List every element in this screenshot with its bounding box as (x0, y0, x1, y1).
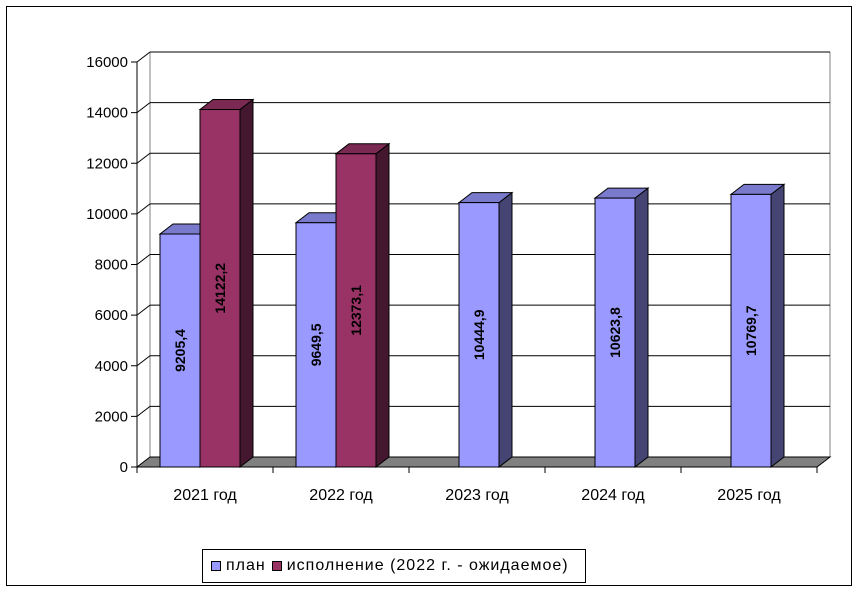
data-label-actual: 12373,1 (348, 285, 364, 336)
gridline-side (136, 304, 151, 316)
y-tick-label: 16000 (86, 54, 128, 71)
bar-side-actual (375, 142, 390, 469)
bar-side-actual (239, 98, 254, 469)
y-tick-label: 2000 (95, 408, 128, 425)
bar-plan (295, 222, 337, 468)
gridline-side (136, 102, 151, 114)
chart-frame: 0 2000 4000 6000 8000 10000 12000 14000 16000 202… (6, 6, 852, 586)
gridline-side (136, 405, 151, 417)
bar-actual (199, 109, 241, 468)
legend-label-actual: исполнение (2022 г. - ожидаемое) (286, 557, 569, 574)
gridline-side (136, 254, 151, 265)
data-label-plan: 10769,7 (743, 305, 759, 356)
gridline-side (136, 51, 151, 63)
y-tick-label: 12000 (86, 155, 128, 172)
bar-plan (730, 193, 772, 468)
legend-label-plan: план (226, 557, 266, 574)
y-tick-label: 4000 (95, 358, 128, 375)
x-tick-label: 2022 год (309, 487, 373, 504)
y-tick-label: 14000 (86, 105, 128, 122)
legend-item-actual: исполнение (2022 г. - ожидаемое) (271, 557, 569, 575)
data-label-plan: 9649,5 (308, 323, 324, 366)
x-tick-label: 2025 год (717, 487, 781, 504)
data-label-plan: 9205,4 (172, 329, 188, 372)
bar-chart: 0 2000 4000 6000 8000 10000 12000 14000 16000 202… (86, 51, 832, 504)
gridline-side (136, 203, 151, 215)
gridline-side (136, 152, 151, 164)
bar-actual (335, 153, 377, 468)
legend-swatch-actual (271, 561, 282, 571)
legend-item-plan: план (211, 557, 266, 575)
bar-plan (458, 202, 500, 468)
y-tick-label: 6000 (95, 307, 128, 324)
y-tick-label: 0 (120, 459, 128, 476)
x-tick-label: 2024 год (581, 487, 645, 504)
legend-swatch-plan (211, 561, 221, 571)
data-label-actual: 14122,2 (212, 263, 228, 314)
y-tick-label: 10000 (86, 206, 128, 223)
bar-side-plan (770, 183, 785, 469)
bar-side-plan (498, 191, 513, 469)
bar-side-plan (634, 187, 649, 469)
gridline-side (136, 355, 151, 367)
bar-plan (159, 233, 201, 468)
chart-legend: план исполнение (2022 г. - ожидаемое) (202, 549, 586, 583)
y-tick-label: 8000 (95, 257, 128, 274)
data-label-plan: 10623,8 (607, 307, 623, 358)
x-tick-label: 2023 год (445, 487, 509, 504)
data-label-plan: 10444,9 (471, 309, 487, 360)
bar-plan (594, 197, 636, 468)
x-tick-label: 2021 год (173, 487, 237, 504)
